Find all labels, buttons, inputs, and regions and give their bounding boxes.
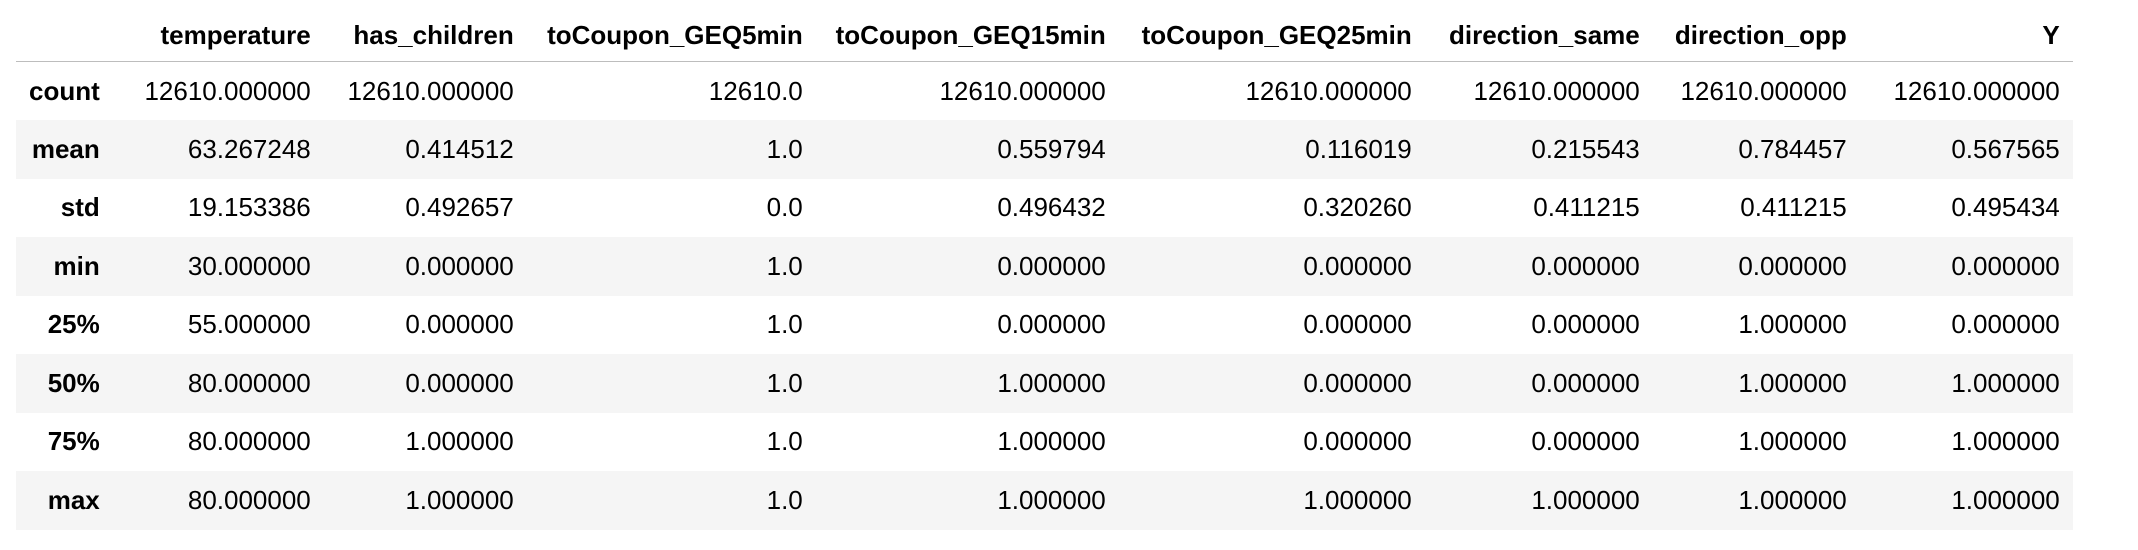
table-row: 75% 80.000000 1.000000 1.0 1.000000 0.00… [16, 412, 2073, 471]
table-cell: 1.0 [766, 484, 803, 515]
table-cell: 0.000000 [405, 250, 514, 281]
table-cell: 1.000000 [997, 484, 1106, 515]
table-cell: 1.000000 [1951, 426, 2060, 457]
table-cell: 1.000000 [1738, 426, 1847, 457]
table-cell: 0.000000 [1531, 367, 1640, 398]
table-row: count 12610.000000 12610.000000 12610.0 … [16, 61, 2073, 120]
table-cell: 0.414512 [405, 133, 514, 164]
column-header-direction-same: direction_same [1424, 10, 1653, 62]
row-label: 25% [47, 309, 100, 340]
table-cell: 0.000000 [1738, 250, 1847, 281]
table-cell: 0.215543 [1531, 133, 1640, 164]
table-cell: 0.000000 [997, 250, 1106, 281]
table-cell: 0.411215 [1533, 192, 1640, 223]
row-label: 75% [47, 426, 100, 457]
index-header [16, 10, 113, 62]
table-cell: 1.000000 [1303, 484, 1412, 515]
table-cell: 0.496432 [997, 192, 1106, 223]
table-cell: 0.000000 [997, 309, 1106, 340]
table-cell: 1.000000 [405, 426, 514, 457]
table-row: 25% 55.000000 0.000000 1.0 0.000000 0.00… [16, 295, 2073, 354]
table-cell: 19.153386 [187, 192, 311, 223]
table-row: mean 63.267248 0.414512 1.0 0.559794 0.1… [16, 120, 2073, 179]
table-cell: 1.000000 [1531, 484, 1640, 515]
row-label: min [53, 250, 100, 281]
table-cell: 12610.000000 [1245, 75, 1412, 106]
table-row: std 19.153386 0.492657 0.0 0.496432 0.32… [16, 178, 2073, 237]
table-cell: 12610.000000 [1893, 75, 2060, 106]
table-cell: 0.0 [766, 192, 803, 223]
describe-table: temperature has_children toCoupon_GEQ5mi… [16, 10, 2073, 530]
table-cell: 0.495434 [1951, 192, 2060, 223]
table-cell: 0.000000 [1303, 309, 1412, 340]
table-cell: 0.000000 [405, 367, 514, 398]
table-cell: 1.0 [766, 133, 803, 164]
column-header-tocoupon-geq25min: toCoupon_GEQ25min [1118, 10, 1425, 62]
table-cell: 0.000000 [1303, 250, 1412, 281]
row-label: count [29, 75, 100, 106]
table-cell: 12610.000000 [939, 75, 1106, 106]
table-cell: 12610.000000 [347, 75, 514, 106]
dataframe-output: temperature has_children toCoupon_GEQ5mi… [16, 10, 2073, 530]
table-cell: 1.0 [766, 250, 803, 281]
column-header-direction-opp: direction_opp [1652, 10, 1860, 62]
table-cell: 1.0 [766, 309, 803, 340]
table-cell: 12610.0 [708, 75, 803, 106]
table-cell: 80.000000 [187, 484, 311, 515]
header-row: temperature has_children toCoupon_GEQ5mi… [16, 10, 2073, 62]
table-cell: 1.000000 [1738, 309, 1847, 340]
table-cell: 1.000000 [997, 426, 1106, 457]
table-cell: 0.000000 [405, 309, 514, 340]
table-row: min 30.000000 0.000000 1.0 0.000000 0.00… [16, 237, 2073, 296]
row-label: 50% [47, 367, 100, 398]
table-cell: 0.000000 [1951, 250, 2060, 281]
table-cell: 12610.000000 [1473, 75, 1640, 106]
table-cell: 12610.000000 [144, 75, 311, 106]
table-cell: 0.000000 [1951, 309, 2060, 340]
table-row: max 80.000000 1.000000 1.0 1.000000 1.00… [16, 471, 2073, 530]
table-cell: 80.000000 [187, 367, 311, 398]
table-cell: 1.0 [766, 367, 803, 398]
table-cell: 30.000000 [187, 250, 311, 281]
table-cell: 1.000000 [1951, 367, 2060, 398]
table-cell: 0.411215 [1740, 192, 1847, 223]
table-cell: 1.0 [766, 426, 803, 457]
column-header-temperature: temperature [112, 10, 324, 62]
table-cell: 0.567565 [1951, 133, 2060, 164]
column-header-tocoupon-geq5min: toCoupon_GEQ5min [526, 10, 816, 62]
column-header-y: Y [1859, 10, 2073, 62]
table-cell: 0.784457 [1738, 133, 1847, 164]
table-cell: 1.000000 [997, 367, 1106, 398]
table-cell: 0.000000 [1303, 426, 1412, 457]
table-cell: 12610.000000 [1680, 75, 1847, 106]
table-cell: 0.116019 [1305, 133, 1412, 164]
row-label: mean [31, 133, 100, 164]
table-cell: 0.492657 [405, 192, 514, 223]
table-cell: 63.267248 [187, 133, 311, 164]
table-row: 50% 80.000000 0.000000 1.0 1.000000 0.00… [16, 354, 2073, 413]
table-cell: 0.000000 [1531, 426, 1640, 457]
table-cell: 1.000000 [1738, 367, 1847, 398]
table-cell: 0.000000 [1531, 309, 1640, 340]
table-cell: 0.320260 [1303, 192, 1412, 223]
table-cell: 1.000000 [1738, 484, 1847, 515]
row-label: std [60, 192, 100, 223]
table-cell: 1.000000 [405, 484, 514, 515]
table-cell: 0.000000 [1531, 250, 1640, 281]
table-cell: 55.000000 [187, 309, 311, 340]
table-cell: 0.000000 [1303, 367, 1412, 398]
column-header-has-children: has_children [323, 10, 527, 62]
row-label: max [47, 484, 100, 515]
column-header-tocoupon-geq15min: toCoupon_GEQ15min [815, 10, 1119, 62]
table-cell: 1.000000 [1951, 484, 2060, 515]
table-cell: 0.559794 [997, 133, 1106, 164]
table-cell: 80.000000 [187, 426, 311, 457]
